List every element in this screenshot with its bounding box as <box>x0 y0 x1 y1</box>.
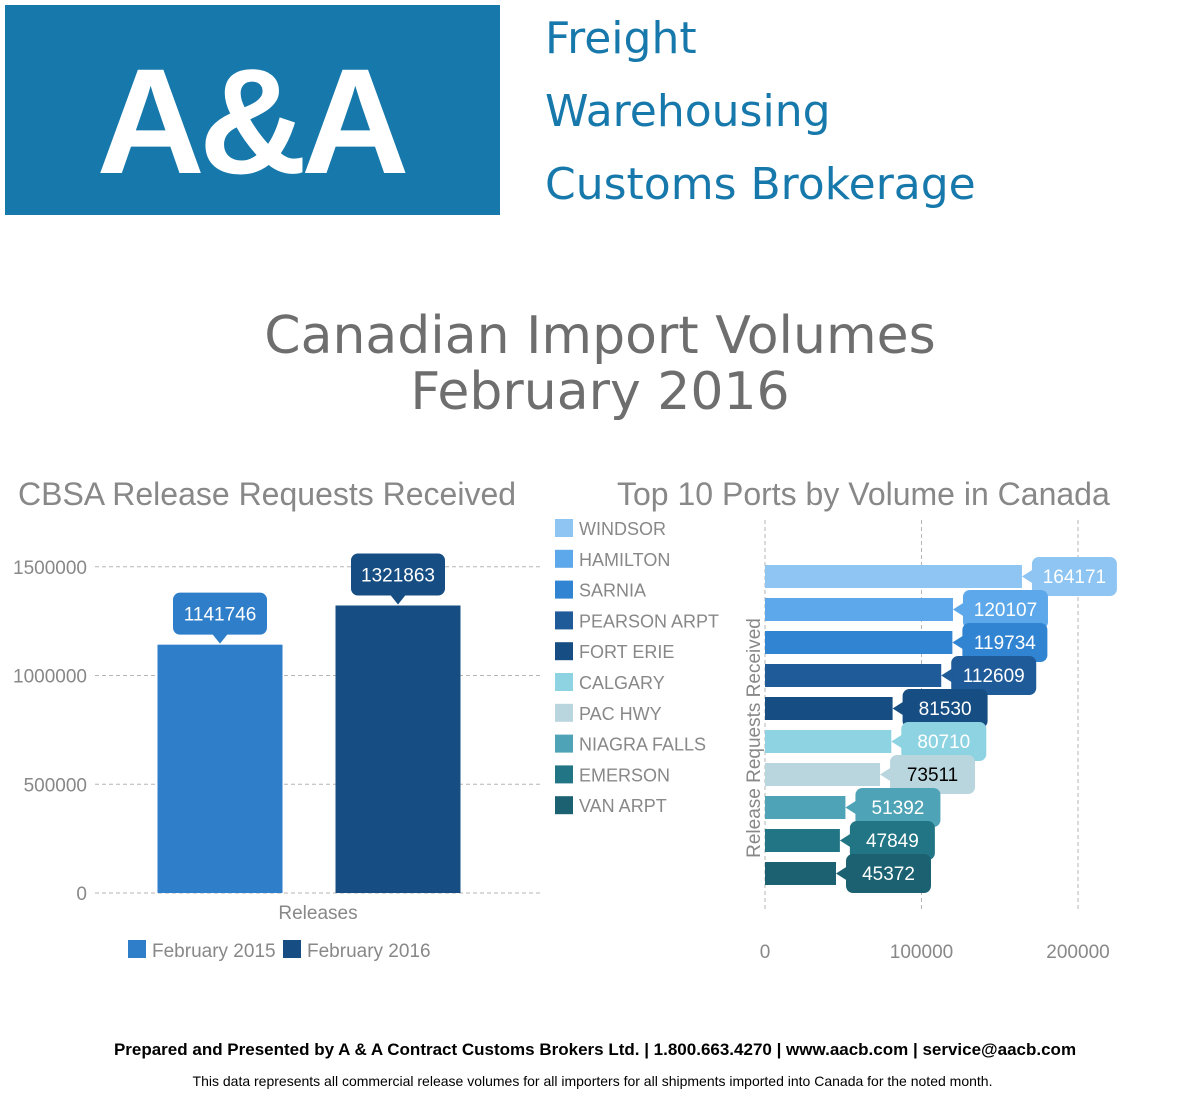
legend-label: CALGARY <box>579 673 665 693</box>
footer-credits: Prepared and Presented by A & A Contract… <box>113 1040 1077 1059</box>
bar-fort-erie <box>765 697 893 720</box>
data-label: 80710 <box>917 732 970 753</box>
legend-swatch <box>555 611 573 630</box>
service-freight: Freight <box>545 13 697 64</box>
bar-calgary <box>765 730 892 753</box>
x-tick-label: 200000 <box>1046 942 1109 963</box>
legend-swatch <box>555 673 573 691</box>
bar-hamilton <box>765 598 953 621</box>
logo-text: A&A <box>97 37 407 205</box>
data-label-bubble <box>173 592 267 635</box>
bar-niagra-falls <box>765 796 846 819</box>
bar-february-2015 <box>157 644 283 893</box>
data-label-bubble <box>902 689 988 728</box>
data-label: 112609 <box>963 666 1025 687</box>
legend-label: PAC HWY <box>579 704 662 724</box>
bar-emerson <box>765 829 840 852</box>
bar-february-2016 <box>335 605 461 893</box>
service-customs-brokerage: Customs Brokerage <box>545 159 976 210</box>
bar-pac-hwy <box>765 763 881 786</box>
legend-label: SARNIA <box>579 581 646 601</box>
bar-van-arpt <box>765 862 837 885</box>
aa-logo: A&A <box>97 37 413 205</box>
legend-label: FORT ERIE <box>579 642 674 662</box>
x-tick-label: 100000 <box>890 942 953 963</box>
data-label-pointer <box>892 701 904 716</box>
legend-label: PEARSON ARPT <box>579 611 719 631</box>
data-label-pointer <box>1021 569 1033 584</box>
data-label-bubble <box>1031 557 1117 596</box>
data-label-pointer <box>836 866 848 881</box>
legend-label: February 2015 <box>152 941 276 962</box>
legend-label: NIAGRA FALLS <box>579 735 706 755</box>
data-label: 51392 <box>872 798 925 819</box>
data-label-pointer <box>880 767 892 782</box>
y-axis-label: Release Requests Received <box>744 618 765 858</box>
data-label-pointer <box>212 633 228 644</box>
bar-windsor <box>765 565 1022 588</box>
y-tick-label: 1500000 <box>13 558 87 579</box>
x-axis-label: Releases <box>278 903 357 924</box>
page-title-line1: Canadian Import Volumes <box>264 306 936 366</box>
data-label: 164171 <box>1043 567 1106 588</box>
legend-swatch <box>555 703 573 722</box>
page-title: Canadian Import Volumes February 2016 <box>0 308 1200 420</box>
data-label-pointer <box>839 833 851 848</box>
bar-pearson-arpt <box>765 664 942 687</box>
data-label-bubble <box>962 623 1048 662</box>
data-label-pointer <box>891 734 903 749</box>
data-label: 120107 <box>974 600 1037 621</box>
data-label-bubble <box>890 755 976 794</box>
chart2-title: Top 10 Ports by Volume in Canada <box>617 476 1110 512</box>
data-label: 1141746 <box>184 605 257 626</box>
y-tick-label: 0 <box>76 884 87 905</box>
data-label-pointer <box>952 602 964 617</box>
legend-swatch <box>555 549 573 568</box>
legend-label: February 2016 <box>307 941 431 962</box>
y-tick-label: 1000000 <box>13 667 87 688</box>
legend-label: HAMILTON <box>579 550 670 570</box>
legend-swatch <box>283 940 301 958</box>
data-label-bubble <box>901 722 987 761</box>
data-label-bubble <box>351 553 445 596</box>
legend-swatch <box>555 796 573 815</box>
data-label-bubble <box>962 590 1048 629</box>
data-label-bubble <box>846 854 932 893</box>
data-label: 73511 <box>907 765 958 786</box>
legend-label: WINDSOR <box>579 519 666 539</box>
data-label-pointer <box>845 800 857 815</box>
legend-label: EMERSON <box>579 765 670 785</box>
logo-box: A&A <box>5 5 500 215</box>
legend-swatch <box>555 734 573 753</box>
data-label: 119734 <box>974 633 1036 654</box>
footer-note: This data represents all commercial rele… <box>192 1073 993 1089</box>
data-label-bubble <box>951 656 1037 695</box>
bar-sarnia <box>765 631 953 654</box>
chart1-title: CBSA Release Requests Received <box>18 476 517 512</box>
data-label: 45372 <box>862 864 915 885</box>
data-label-bubble <box>855 788 941 827</box>
legend-swatch <box>128 940 146 958</box>
service-warehousing: Warehousing <box>545 86 831 137</box>
data-label-pointer <box>390 594 406 605</box>
top-ports-chart: 0 100000 200000 Release Requests Received WI… <box>555 519 1117 963</box>
y-tick-label: 500000 <box>24 775 87 796</box>
data-label: 81530 <box>919 699 972 720</box>
data-label-pointer <box>952 635 964 650</box>
legend-swatch <box>555 642 573 661</box>
data-label-bubble <box>849 821 935 860</box>
legend-label: VAN ARPT <box>579 796 667 816</box>
data-label: 47849 <box>866 831 919 852</box>
x-tick-label: 0 <box>760 942 771 963</box>
data-label-pointer <box>941 668 953 683</box>
legend-swatch <box>555 519 573 537</box>
legend-swatch <box>555 580 573 599</box>
page-title-line2: February 2016 <box>410 362 790 422</box>
legend-swatch <box>555 765 573 784</box>
data-label: 1321863 <box>361 565 435 586</box>
release-requests-chart: 0 500000 1000000 1500000 1141746 1321863 Relea… <box>13 553 540 962</box>
